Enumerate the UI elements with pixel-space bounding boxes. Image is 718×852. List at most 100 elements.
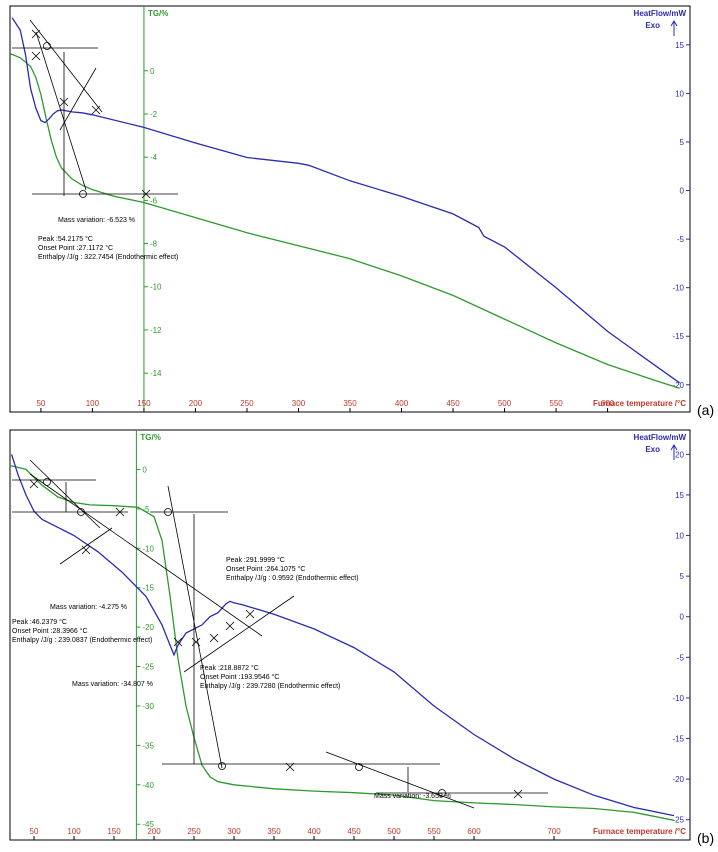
peak-label-2: Peak :46.2379 °C [12,618,67,626]
tg-tick-label: -5 [142,505,150,514]
tg-tick-label: -25 [142,663,154,672]
heatflow-axis-label: HeatFlow/mW [634,433,687,442]
x-tick-label: 300 [227,827,241,836]
tangent-line-1 [35,31,87,191]
marker-circle [218,762,226,770]
tg-tick-label: -6 [150,196,158,205]
x-tick-label: 450 [446,399,460,408]
exo-arrowhead-icon [670,444,678,451]
x-tick-label: 250 [187,827,201,836]
tangent-line-2 [29,473,263,637]
marker-circle [77,508,85,516]
chart-a-svg: TG/% 0 -2 -4 -6 -8 -10 -12 -14 HeatFlow/mW Exo 15 10… [9,5,691,413]
x-tick-label: 550 [549,399,563,408]
x-tick-label: 200 [189,399,203,408]
tangent-line-1 [29,459,101,529]
tg-curve [9,52,680,389]
plot-frame [9,5,691,413]
tg-tick-label: -30 [142,702,154,711]
onset-label-1: Onset Point :264.1075 °C [226,565,305,573]
tg-tick-label: -20 [142,623,154,632]
x-tick-label: 700 [547,827,561,836]
heatflow-tick-label: 0 [680,187,685,196]
heatflow-tick-label: -5 [677,235,685,244]
tg-axis-label: TG/% [140,433,160,442]
chart-panel-a: TG/% 0 -2 -4 -6 -8 -10 -12 -14 HeatFlow/mW Exo 15 10… [0,0,718,420]
heatflow-tick-label: 15 [675,491,684,500]
marker-circle [355,763,363,771]
panel-label-a: (a) [697,402,715,418]
heatflow-tick-label: -5 [677,653,685,662]
marker-cross [513,789,523,799]
tg-tick-label: -15 [142,584,154,593]
x-tick-label: 400 [395,399,409,408]
peak-label: Peak :54.2175 °C [38,235,93,243]
x-tick-label: 200 [147,827,161,836]
marker-circle [164,508,172,516]
x-tick-label: 550 [427,827,441,836]
x-tick-label: 350 [267,827,281,836]
tg-tick-label: -4 [150,153,158,162]
x-tick-label: 450 [347,827,361,836]
tangent-line-3 [167,485,223,769]
mass-variation-label-1: Mass variation: -4.275 % [50,604,127,611]
marker-cross [141,189,151,199]
tangent-line-4 [183,595,295,673]
marker-cross [115,507,125,517]
marker-cross [59,97,69,107]
enthalpy-label-1: Enthalpy /J/g : 0.9592 (Endothermic effe… [226,575,359,582]
heatflow-tick-label: 10 [675,89,684,98]
marker-circle [438,789,446,797]
mass-variation-label-2: Mass variation: -34.807 % [72,681,153,688]
exo-label: Exo [645,21,660,30]
marker-cross [91,105,101,115]
peak-label-3: Peak :218.8872 °C [200,664,259,672]
marker-circle [43,478,51,486]
peak-label-1: Peak :291.9999 °C [226,556,285,564]
tg-tick-label: -8 [150,240,158,249]
marker-cross [225,621,235,631]
onset-label: Onset Point :27.1172 °C [38,244,113,252]
x-tick-label: 150 [137,399,151,408]
chart-b-svg: TG/% 0 -5 -10 -15 -20 -25 -30 -35 -40 -45 HeatFlow/… [9,429,691,841]
marker-cross [29,479,39,489]
onset-label-3: Onset Point :193.9546 °C [200,673,279,681]
marker-cross [209,633,219,643]
x-tick-label: 100 [86,399,100,408]
x-tick-label: 350 [343,399,357,408]
marker-cross [173,637,183,647]
heatflow-curve [11,17,681,384]
heatflow-tick-label: -10 [672,694,684,703]
tangent-line-3 [59,67,97,131]
enthalpy-label: Enthalpy /J/g : 322.7454 (Endothermic ef… [38,254,178,261]
x-tick-label: 500 [498,399,512,408]
heatflow-curve [10,454,675,817]
heatflow-tick-label: 20 [675,450,684,459]
x-axis-label: Furnace temperature /°C [593,399,686,408]
tangent-line-2 [29,19,103,113]
tg-curve [9,464,675,821]
heatflow-tick-label: -25 [672,816,684,825]
heatflow-tick-label: -15 [672,735,684,744]
heatflow-tick-label: 10 [675,532,684,541]
exo-label: Exo [645,445,660,454]
marker-cross [31,29,41,39]
tangent-line-6 [59,527,113,565]
tg-tick-label: -10 [142,544,154,553]
heatflow-tick-label: -15 [672,332,684,341]
onset-label-2: Onset Point :28.3966 °C [12,627,88,635]
exo-arrowhead-icon [670,20,678,27]
enthalpy-label-2: Enthalpy /J/g : 239.0837 (Endothermic ef… [12,637,152,644]
x-tick-label: 250 [240,399,254,408]
heatflow-tick-label: 15 [675,41,684,50]
tg-tick-label: 0 [142,465,147,474]
tg-tick-label: -12 [150,326,162,335]
tg-axis-label: TG/% [148,9,168,18]
marker-cross [245,609,255,619]
x-axis-label: Furnace temperature /°C [593,827,686,836]
x-tick-label: 100 [67,827,81,836]
heatflow-tick-label: 5 [680,138,685,147]
heatflow-axis-label: HeatFlow/mW [634,9,687,18]
x-tick-label: 150 [107,827,121,836]
marker-cross [81,545,91,555]
